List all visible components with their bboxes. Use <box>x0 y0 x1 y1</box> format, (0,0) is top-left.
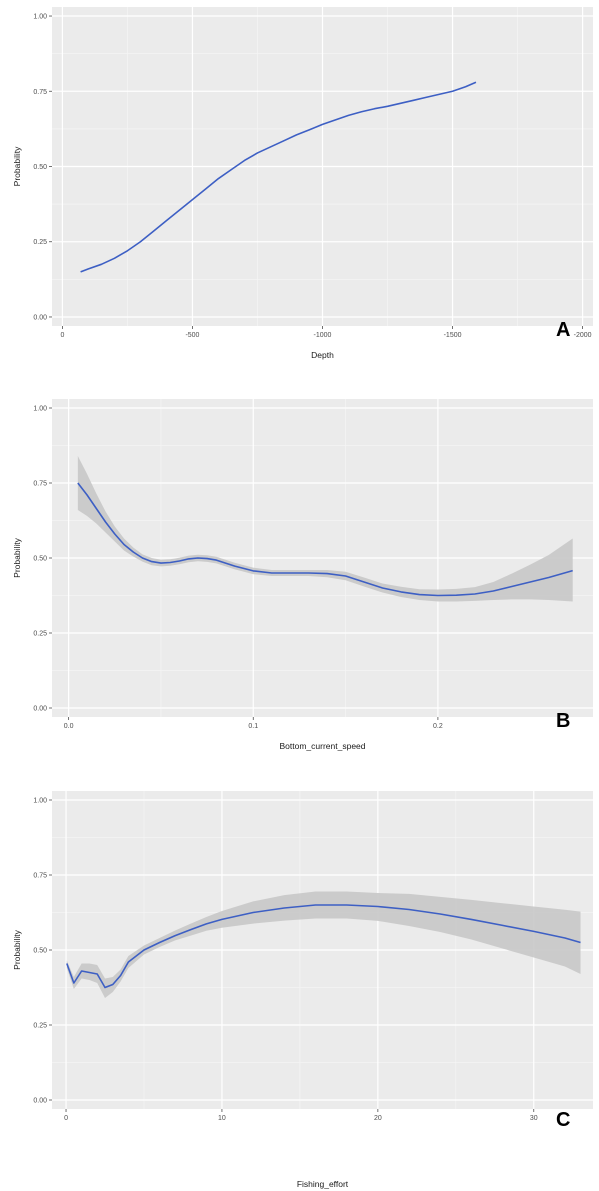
x-axis-title-c: Fishing_effort <box>297 1179 349 1189</box>
y-tick-label: 0.75 <box>33 89 47 96</box>
chart-panel-b: 0.00 0.25 0.50 0.75 1.00 0.0 0.1 0.2 Bottom_curr… <box>12 399 593 751</box>
y-tick-label: 0.50 <box>33 556 47 563</box>
y-tick-label: 1.00 <box>33 798 47 805</box>
y-tick-label: 0.50 <box>33 164 47 171</box>
y-axis-title-a: Probability <box>12 146 22 186</box>
y-tick-label: 0.50 <box>33 948 47 955</box>
y-axis-title-b: Probability <box>12 537 22 577</box>
y-tick-label: 0.75 <box>33 481 47 488</box>
x-axis-title-a: Depth <box>311 350 334 360</box>
x-tick-label: 10 <box>218 1115 226 1122</box>
panel-label-c: C <box>556 1109 570 1131</box>
x-tick-label: 30 <box>530 1115 538 1122</box>
confidence-band-b <box>77 456 573 602</box>
y-tick-label: 1.00 <box>33 14 47 21</box>
x-tick-label: -1000 <box>314 332 332 339</box>
y-tick-label: 0.25 <box>33 1023 47 1030</box>
x-tick-label: 0.0 <box>64 723 74 730</box>
y-tick-label: 1.00 <box>33 406 47 413</box>
y-tick-label: 0.25 <box>33 239 47 246</box>
confidence-band-c <box>66 891 581 998</box>
x-tick-label: 20 <box>374 1115 382 1122</box>
x-tick-label: 0.1 <box>248 723 258 730</box>
chart-panel-a: 0.00 0.25 0.50 0.75 1.00 0 -500 -1000 -1500 -2000… <box>12 7 593 360</box>
y-tick-label: 0.00 <box>33 314 47 321</box>
x-tick-label: 0 <box>64 1115 68 1122</box>
y-tick-label: 0.25 <box>33 631 47 638</box>
y-tick-label: 0.75 <box>33 873 47 880</box>
y-tick-label: 0.00 <box>33 706 47 713</box>
x-tick-label: 0 <box>60 332 64 339</box>
y-axis-title-c: Probability <box>12 929 22 969</box>
y-tick-label: 0.00 <box>33 1098 47 1105</box>
fitted-line-b <box>77 482 573 597</box>
x-tick-label: -1500 <box>444 332 462 339</box>
panel-label-a: A <box>556 319 570 341</box>
x-tick-label: -2000 <box>574 332 592 339</box>
x-tick-label: 0.2 <box>433 723 443 730</box>
fitted-line-a <box>80 81 477 273</box>
x-axis-title-b: Bottom_current_speed <box>280 741 366 751</box>
panel-label-b: B <box>556 710 570 732</box>
x-tick-label: -500 <box>185 332 199 339</box>
chart-panel-c: 0.00 0.25 0.50 0.75 1.00 0 10 20 30 Fishing_effor… <box>12 791 593 1189</box>
fitted-line-c <box>66 904 581 989</box>
